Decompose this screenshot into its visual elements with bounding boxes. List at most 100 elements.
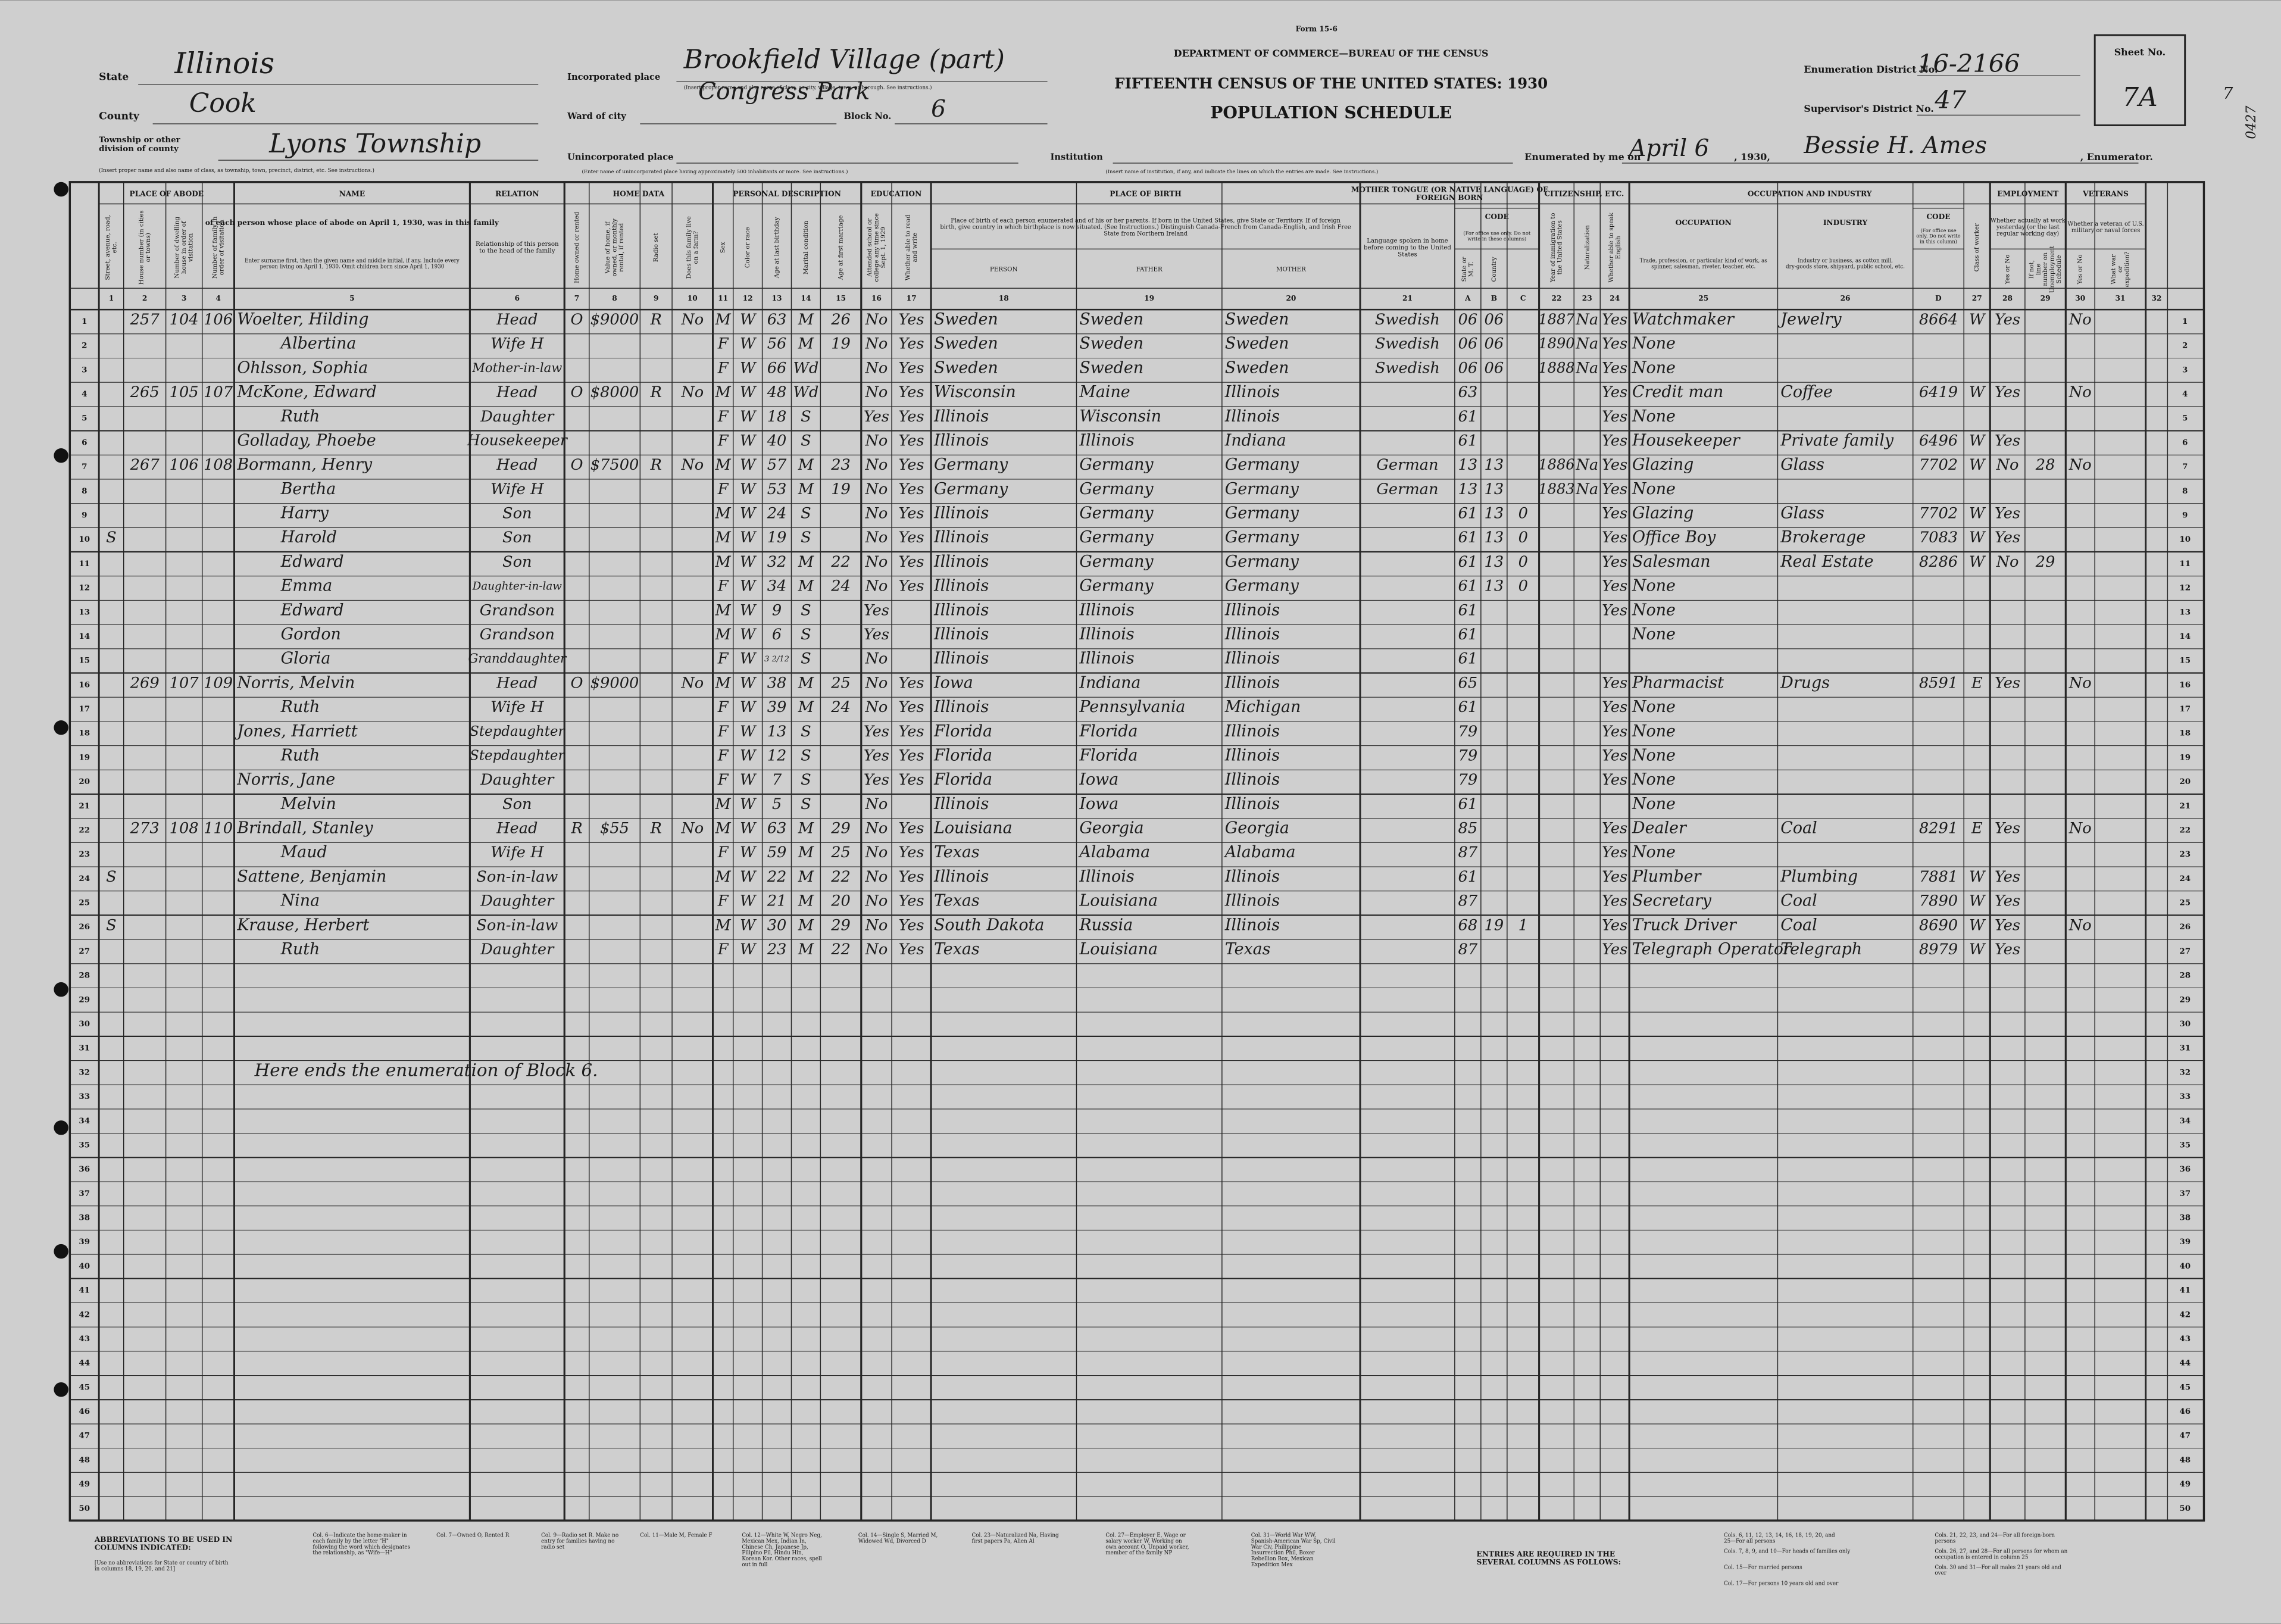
line-number: 48 xyxy=(2179,1455,2191,1464)
cell: Head xyxy=(496,456,538,474)
cell: S xyxy=(801,601,811,619)
cell: 87 xyxy=(1458,844,1478,861)
line-number: 16 xyxy=(2179,680,2191,689)
cell: 7 xyxy=(772,771,782,789)
cell: Na xyxy=(1575,311,1598,329)
cell: Yes xyxy=(1602,480,1627,498)
column-number: 12 xyxy=(743,294,753,302)
cell: 106 xyxy=(170,456,199,474)
cell: Watchmaker xyxy=(1632,310,1735,329)
cell: 56 xyxy=(767,335,787,353)
column-number: 16 xyxy=(871,294,882,302)
cell: Yes xyxy=(899,771,924,789)
cell: 34 xyxy=(767,577,787,595)
cell: Woelter, Hilding xyxy=(237,310,368,329)
cell: S xyxy=(801,408,811,426)
cell: Yes xyxy=(1602,941,1627,958)
line-number: 6 xyxy=(82,438,87,447)
cell: Yes xyxy=(1602,505,1627,523)
cell: Yes xyxy=(1995,505,2020,523)
cell: No xyxy=(864,529,888,546)
column-title: What warorexpedition? xyxy=(2110,251,2130,287)
column-number: 19 xyxy=(1144,294,1154,302)
abbreviation: Col. 7—Owned O, Rented R xyxy=(436,1532,510,1538)
cell: F xyxy=(717,650,729,668)
cell: 19 xyxy=(1485,916,1504,934)
cell: Yes xyxy=(1602,577,1627,595)
cell: 267 xyxy=(130,456,160,474)
cell: No xyxy=(864,916,888,934)
line-number: 45 xyxy=(2179,1382,2191,1392)
cell: No xyxy=(864,456,888,474)
cell: Son xyxy=(502,505,532,523)
cell: Coal xyxy=(1780,916,1817,934)
cell: Gloria xyxy=(281,649,331,668)
column-number: 24 xyxy=(1610,294,1620,302)
cell: Sweden xyxy=(934,335,998,353)
cell: Yes xyxy=(899,941,924,958)
column-number: 17 xyxy=(907,294,917,302)
cell: No xyxy=(680,383,704,401)
column-number: 20 xyxy=(1286,294,1296,302)
cell: Louisiana xyxy=(1079,940,1158,958)
cell: Germany xyxy=(1225,577,1299,595)
line-number: 9 xyxy=(82,510,87,520)
cell: Son-in-law xyxy=(476,868,558,886)
cell: Telegraph Operator xyxy=(1632,940,1792,958)
cell: W xyxy=(740,771,757,789)
cell: Yes xyxy=(899,820,924,838)
cell: Maud xyxy=(280,843,327,861)
cell: 65 xyxy=(1458,674,1478,692)
cell: Yes xyxy=(1602,335,1627,353)
footer-title: ABBREVIATIONS TO BE USED IN COLUMNS INDIC… xyxy=(94,1535,232,1551)
cell: 109 xyxy=(204,674,233,692)
line-number: 8 xyxy=(82,486,87,496)
line-number: 43 xyxy=(2179,1334,2191,1344)
cell: 13 xyxy=(1485,505,1504,523)
line-number: 25 xyxy=(79,898,90,908)
cell: Illinois xyxy=(933,867,989,886)
cell: Brindall, Stanley xyxy=(236,819,373,838)
cell: R xyxy=(650,456,662,474)
cell: Credit man xyxy=(1632,383,1723,401)
closing-note: Here ends the enumeration of Block 6. xyxy=(254,1060,598,1080)
cell: W xyxy=(1969,916,1986,934)
column-number: 10 xyxy=(688,294,698,302)
column-number: 28 xyxy=(2002,294,2013,302)
cell: 8291 xyxy=(1919,820,1958,838)
line-number: 17 xyxy=(2179,704,2191,714)
cell: 19 xyxy=(831,480,851,498)
cell: 8979 xyxy=(1919,941,1958,958)
cell: 61 xyxy=(1458,553,1478,571)
cell: Russia xyxy=(1079,916,1133,934)
line-number: 39 xyxy=(79,1237,90,1247)
cell: Head xyxy=(496,674,538,692)
cell: Illinois xyxy=(933,601,989,619)
cell: No xyxy=(1996,553,2019,571)
line-number: 44 xyxy=(2179,1358,2191,1368)
line-number: 13 xyxy=(79,607,90,617)
cell: W xyxy=(1969,456,1986,474)
cell: 9 xyxy=(772,601,782,619)
cell: No xyxy=(864,795,888,813)
cell: Glazing xyxy=(1632,455,1693,474)
line-number: 29 xyxy=(2179,995,2191,1004)
stamp: 0427 xyxy=(2244,106,2259,139)
cell: W xyxy=(740,626,757,644)
abbreviation: Col. 23—Naturalized Na, Having first pape… xyxy=(972,1532,1060,1544)
cell: 7083 xyxy=(1919,529,1958,546)
supervisor-label: Supervisor's District No. xyxy=(1804,103,1933,114)
line-number: 36 xyxy=(2179,1164,2191,1174)
cell: M xyxy=(798,480,814,498)
cell: M xyxy=(798,698,814,716)
cell: 61 xyxy=(1458,626,1478,644)
institution-note: (Insert name of institution, if any, and… xyxy=(1105,168,1378,175)
cell: Son xyxy=(502,795,532,813)
column-title: Color or race xyxy=(744,227,751,268)
column-number: 13 xyxy=(772,294,782,302)
cell: M xyxy=(714,820,731,838)
abbreviation: Col. 12—White W, Negro Neg, Mexican Mex, … xyxy=(742,1532,822,1567)
line-number: 1 xyxy=(2182,317,2188,326)
cell: $8000 xyxy=(590,383,639,401)
cell: Yes xyxy=(899,553,924,571)
